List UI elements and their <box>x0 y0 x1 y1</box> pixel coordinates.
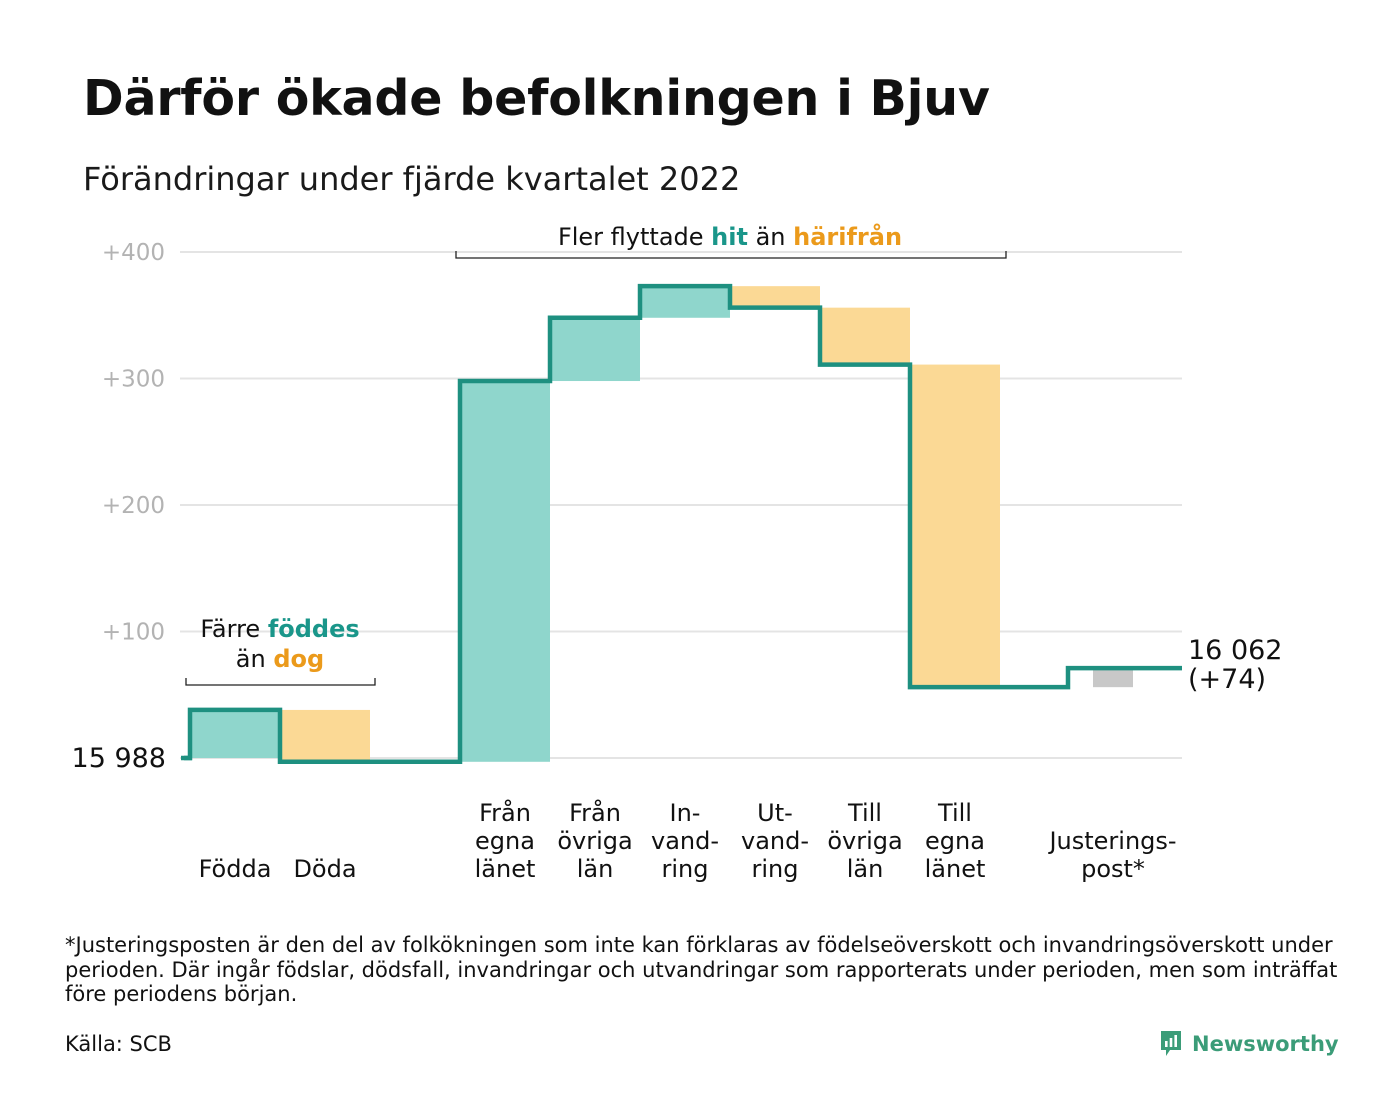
category-label: Justerings-post* <box>1047 827 1176 883</box>
bar-7 <box>910 364 1000 688</box>
category-label-line: ring <box>752 855 799 883</box>
category-label-line: länet <box>475 855 536 883</box>
annotation-highlight: hit <box>711 223 748 251</box>
category-label-line: ring <box>662 855 709 883</box>
category-label-line: egna <box>475 827 535 855</box>
category-label-line: egna <box>925 827 985 855</box>
source-credit: Källa: SCB <box>65 1032 172 1056</box>
running-total-line <box>184 283 1182 765</box>
category-label: Från övriga län <box>557 798 632 883</box>
y-tick-label: +400 <box>102 240 165 266</box>
logo-text: Newsworthy <box>1192 1032 1339 1056</box>
chart-title: Därför ökade befolkningen i Bjuv <box>83 70 990 127</box>
category-label-line: län <box>847 855 884 883</box>
category-label: Från egna länet <box>475 798 536 883</box>
category-label: Till övriga län <box>827 799 902 883</box>
category-label: Döda <box>293 855 356 883</box>
category-label-line: vand- <box>651 827 719 855</box>
category-label-line: Justerings- <box>1047 827 1176 855</box>
chart-subtitle: Förändringar under fjärde kvartalet 2022 <box>83 160 741 198</box>
bar-4 <box>640 286 730 318</box>
footnote: *Justeringsposten är den del av folkökni… <box>65 933 1338 1006</box>
annotation-text: än <box>236 645 274 673</box>
newsworthy-chart-icon <box>1161 1031 1181 1056</box>
category-label: Till egna länet <box>925 799 986 883</box>
annotation-births-line1: Färre föddes <box>200 615 359 643</box>
bar-5 <box>730 286 820 308</box>
start-value-label: 15 988 <box>72 743 166 774</box>
category-label-line: Födda <box>199 855 272 883</box>
category-label-line: Döda <box>293 855 356 883</box>
annotation-migration: Fler flyttade hit än härifrån <box>558 222 902 251</box>
category-label-line: län <box>577 855 614 883</box>
category-label-line: Ut- <box>757 799 793 827</box>
category-label-line: länet <box>925 855 986 883</box>
category-label: Födda <box>199 855 272 883</box>
category-label: Ut-vand-ring <box>741 799 809 883</box>
y-tick-label: +100 <box>102 620 165 646</box>
category-label-line: In- <box>670 799 701 827</box>
bar-6 <box>820 307 910 365</box>
category-label: In-vand-ring <box>651 799 719 883</box>
y-tick-label: +300 <box>102 367 165 393</box>
bar-8 <box>1093 668 1133 688</box>
y-tick-label: +200 <box>102 493 165 519</box>
annotation-highlight-orange: dog <box>273 645 324 673</box>
annotation-bracket-migration <box>455 251 1007 259</box>
annotation-bracket-births <box>185 678 376 686</box>
annotation-births-line2: än dog <box>236 645 324 673</box>
bar-0 <box>190 709 280 758</box>
category-label-line: Från <box>569 798 621 827</box>
annotation-highlight: härifrån <box>793 222 902 251</box>
bar-2 <box>460 381 550 762</box>
category-label-line: Till <box>937 799 972 827</box>
bar-3 <box>550 317 640 382</box>
category-label-line: vand- <box>741 827 809 855</box>
end-value-label: 16 062 <box>1188 635 1282 666</box>
annotation-text: Färre <box>200 615 268 643</box>
annotation-text: Fler flyttade <box>558 223 711 251</box>
category-label-line: post* <box>1081 855 1145 883</box>
bar-1 <box>280 709 370 762</box>
category-label-line: Från <box>479 798 531 827</box>
category-label-line: Till <box>847 799 882 827</box>
annotation-text: än <box>748 223 793 251</box>
category-label-line: övriga <box>827 827 902 855</box>
newsworthy-logo: Newsworthy <box>1158 1027 1339 1061</box>
end-change-label: (+74) <box>1188 664 1266 695</box>
annotation-highlight-teal: föddes <box>268 615 360 643</box>
category-label-line: övriga <box>557 827 632 855</box>
